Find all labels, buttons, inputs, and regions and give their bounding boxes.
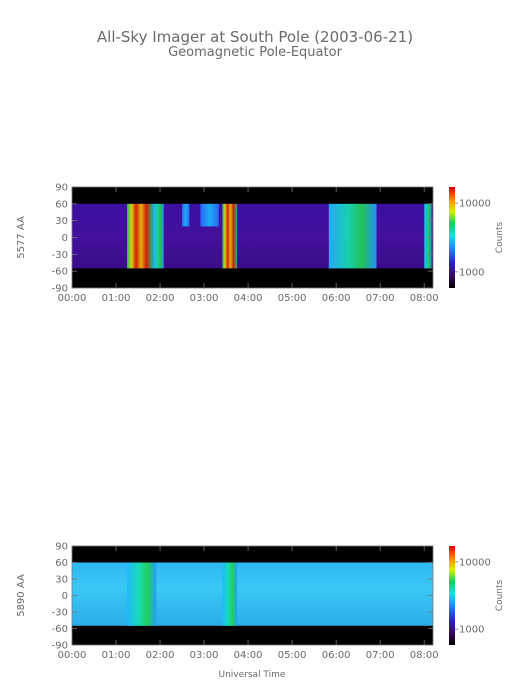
x-tick-label: 04:00: [234, 650, 263, 661]
y-tick-label: 60: [55, 558, 68, 569]
x-tick-label: 07:00: [366, 293, 395, 304]
y-tick-label: -30: [52, 608, 68, 619]
y-tick-label: 60: [55, 199, 68, 210]
aurora-event-mark: [127, 203, 153, 269]
x-tick-label: 05:00: [278, 650, 307, 661]
x-tick-label: 03:00: [190, 293, 219, 304]
y-tick-label: 90: [55, 542, 68, 553]
x-tick-label: 01:00: [102, 293, 131, 304]
x-tick-label: 00:00: [58, 650, 87, 661]
y-tick-label: -30: [52, 250, 68, 261]
colorbar-tick-label: 10000: [459, 557, 491, 568]
colorbar-tick-label: 1000: [459, 625, 484, 636]
aurora-event-mark: [182, 203, 190, 227]
y-tick-label: 0: [62, 591, 68, 602]
aurora-event-mark: [222, 203, 238, 269]
aurora-event-mark: [127, 562, 157, 626]
aurora-event-mark: [222, 562, 238, 626]
x-tick-label: 00:00: [58, 293, 87, 304]
y-tick-label: -90: [52, 641, 68, 652]
y-axis-label: 5890 AA: [16, 574, 27, 617]
y-tick-label: 30: [55, 216, 68, 227]
aurora-event-mark: [424, 203, 432, 269]
aurora-event-mark: [328, 203, 377, 269]
x-tick-label: 05:00: [278, 293, 307, 304]
emission-band: [72, 203, 433, 269]
y-axis-label: 5577 AA: [16, 216, 27, 259]
colorbar: [449, 187, 455, 288]
x-tick-label: 04:00: [234, 293, 263, 304]
x-tick-label: 06:00: [322, 650, 351, 661]
x-tick-label: 02:00: [146, 650, 175, 661]
x-tick-label: 06:00: [322, 293, 351, 304]
x-tick-label: 07:00: [366, 650, 395, 661]
x-tick-label: 08:00: [410, 650, 439, 661]
panel-5890: 00:00 01:00 02:00 03:00 04:00 05:00 06:00 07:00…: [16, 542, 505, 662]
y-tick-label: -60: [52, 267, 68, 278]
colorbar-label: Counts: [495, 579, 505, 611]
x-axis-label: Universal Time: [219, 670, 286, 680]
emission-band: [72, 562, 433, 626]
chart-title: All-Sky Imager at South Pole (2003-06-21…: [97, 28, 413, 46]
colorbar-tick-label: 10000: [459, 199, 491, 210]
y-tick-label: -60: [52, 624, 68, 635]
y-tick-label: 30: [55, 575, 68, 586]
colorbar-tick-label: 1000: [459, 267, 484, 278]
colorbar: [449, 546, 455, 645]
panel-5577: 00:00 01:00 02:00 03:00 04:00 05:00 06:00 07:00…: [16, 183, 505, 305]
colorbar-label: Counts: [495, 221, 505, 253]
y-tick-label: 90: [55, 183, 68, 194]
x-tick-label: 01:00: [102, 650, 131, 661]
y-tick-label: -90: [52, 284, 68, 295]
x-tick-label: 08:00: [410, 293, 439, 304]
x-tick-label: 03:00: [190, 650, 219, 661]
y-tick-label: 0: [62, 233, 68, 244]
aurora-event-mark: [200, 203, 219, 227]
chart-subtitle: Geomagnetic Pole-Equator: [168, 45, 342, 60]
aurora-event-mark: [152, 203, 164, 269]
x-tick-label: 02:00: [146, 293, 175, 304]
